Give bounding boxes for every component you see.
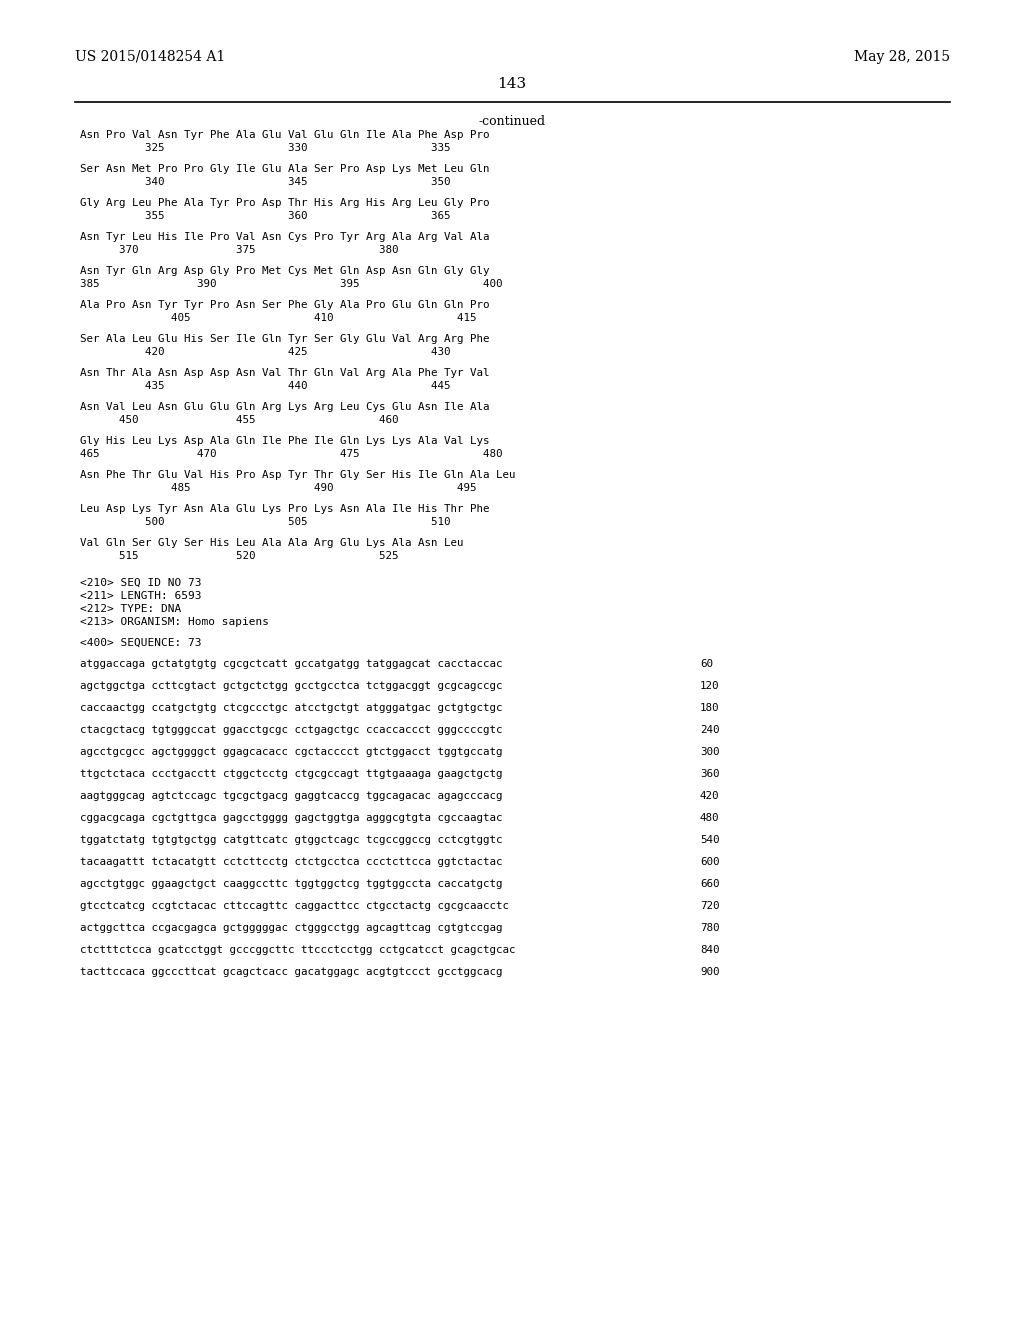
- Text: cggacgcaga cgctgttgca gagcctgggg gagctggtga agggcgtgta cgccaagtac: cggacgcaga cgctgttgca gagcctgggg gagctgg…: [80, 813, 503, 822]
- Text: Leu Asp Lys Tyr Asn Ala Glu Lys Pro Lys Asn Ala Ile His Thr Phe: Leu Asp Lys Tyr Asn Ala Glu Lys Pro Lys …: [80, 504, 489, 513]
- Text: ttgctctaca ccctgacctt ctggctcctg ctgcgccagt ttgtgaaaga gaagctgctg: ttgctctaca ccctgacctt ctggctcctg ctgcgcc…: [80, 770, 503, 779]
- Text: tacaagattt tctacatgtt cctcttcctg ctctgcctca ccctcttcca ggtctactac: tacaagattt tctacatgtt cctcttcctg ctctgcc…: [80, 857, 503, 867]
- Text: Asn Pro Val Asn Tyr Phe Ala Glu Val Glu Gln Ile Ala Phe Asp Pro: Asn Pro Val Asn Tyr Phe Ala Glu Val Glu …: [80, 129, 489, 140]
- Text: 143: 143: [498, 77, 526, 91]
- Text: Val Gln Ser Gly Ser His Leu Ala Ala Arg Glu Lys Ala Asn Leu: Val Gln Ser Gly Ser His Leu Ala Ala Arg …: [80, 539, 464, 548]
- Text: 385               390                   395                   400: 385 390 395 400: [80, 279, 503, 289]
- Text: atggaccaga gctatgtgtg cgcgctcatt gccatgatgg tatggagcat cacctaccac: atggaccaga gctatgtgtg cgcgctcatt gccatga…: [80, 659, 503, 669]
- Text: caccaactgg ccatgctgtg ctcgccctgc atcctgctgt atgggatgac gctgtgctgc: caccaactgg ccatgctgtg ctcgccctgc atcctgc…: [80, 704, 503, 713]
- Text: ctacgctacg tgtgggccat ggacctgcgc cctgagctgc ccaccaccct gggccccgtc: ctacgctacg tgtgggccat ggacctgcgc cctgagc…: [80, 725, 503, 735]
- Text: Ser Asn Met Pro Pro Gly Ile Glu Ala Ser Pro Asp Lys Met Leu Gln: Ser Asn Met Pro Pro Gly Ile Glu Ala Ser …: [80, 164, 489, 174]
- Text: agcctgcgcc agctggggct ggagcacacc cgctacccct gtctggacct tggtgccatg: agcctgcgcc agctggggct ggagcacacc cgctacc…: [80, 747, 503, 756]
- Text: agctggctga ccttcgtact gctgctctgg gcctgcctca tctggacggt gcgcagccgc: agctggctga ccttcgtact gctgctctgg gcctgcc…: [80, 681, 503, 690]
- Text: US 2015/0148254 A1: US 2015/0148254 A1: [75, 50, 225, 63]
- Text: Ala Pro Asn Tyr Tyr Pro Asn Ser Phe Gly Ala Pro Glu Gln Gln Pro: Ala Pro Asn Tyr Tyr Pro Asn Ser Phe Gly …: [80, 300, 489, 310]
- Text: Ser Ala Leu Glu His Ser Ile Gln Tyr Ser Gly Glu Val Arg Arg Phe: Ser Ala Leu Glu His Ser Ile Gln Tyr Ser …: [80, 334, 489, 345]
- Text: actggcttca ccgacgagca gctgggggac ctgggcctgg agcagttcag cgtgtccgag: actggcttca ccgacgagca gctgggggac ctgggcc…: [80, 923, 503, 933]
- Text: 180: 180: [700, 704, 720, 713]
- Text: 600: 600: [700, 857, 720, 867]
- Text: <400> SEQUENCE: 73: <400> SEQUENCE: 73: [80, 638, 202, 648]
- Text: 60: 60: [700, 659, 713, 669]
- Text: gtcctcatcg ccgtctacac cttccagttc caggacttcc ctgcctactg cgcgcaacctc: gtcctcatcg ccgtctacac cttccagttc caggact…: [80, 902, 509, 911]
- Text: aagtgggcag agtctccagc tgcgctgacg gaggtcaccg tggcagacac agagcccacg: aagtgggcag agtctccagc tgcgctgacg gaggtca…: [80, 791, 503, 801]
- Text: Asn Phe Thr Glu Val His Pro Asp Tyr Thr Gly Ser His Ile Gln Ala Leu: Asn Phe Thr Glu Val His Pro Asp Tyr Thr …: [80, 470, 515, 480]
- Text: 340                   345                   350: 340 345 350: [80, 177, 451, 187]
- Text: 405                   410                   415: 405 410 415: [80, 313, 476, 323]
- Text: 780: 780: [700, 923, 720, 933]
- Text: 300: 300: [700, 747, 720, 756]
- Text: 370               375                   380: 370 375 380: [80, 246, 398, 255]
- Text: 720: 720: [700, 902, 720, 911]
- Text: 900: 900: [700, 968, 720, 977]
- Text: 515               520                   525: 515 520 525: [80, 550, 398, 561]
- Text: <213> ORGANISM: Homo sapiens: <213> ORGANISM: Homo sapiens: [80, 616, 269, 627]
- Text: ctctttctcca gcatcctggt gcccggcttc ttccctcctgg cctgcatcct gcagctgcac: ctctttctcca gcatcctggt gcccggcttc ttccct…: [80, 945, 515, 954]
- Text: 840: 840: [700, 945, 720, 954]
- Text: Asn Tyr Leu His Ile Pro Val Asn Cys Pro Tyr Arg Ala Arg Val Ala: Asn Tyr Leu His Ile Pro Val Asn Cys Pro …: [80, 232, 489, 242]
- Text: 240: 240: [700, 725, 720, 735]
- Text: tacttccaca ggcccttcat gcagctcacc gacatggagc acgtgtccct gcctggcacg: tacttccaca ggcccttcat gcagctcacc gacatgg…: [80, 968, 503, 977]
- Text: tggatctatg tgtgtgctgg catgttcatc gtggctcagc tcgccggccg cctcgtggtc: tggatctatg tgtgtgctgg catgttcatc gtggctc…: [80, 836, 503, 845]
- Text: Asn Tyr Gln Arg Asp Gly Pro Met Cys Met Gln Asp Asn Gln Gly Gly: Asn Tyr Gln Arg Asp Gly Pro Met Cys Met …: [80, 267, 489, 276]
- Text: 435                   440                   445: 435 440 445: [80, 381, 451, 391]
- Text: Asn Val Leu Asn Glu Glu Gln Arg Lys Arg Leu Cys Glu Asn Ile Ala: Asn Val Leu Asn Glu Glu Gln Arg Lys Arg …: [80, 403, 489, 412]
- Text: 465               470                   475                   480: 465 470 475 480: [80, 449, 503, 459]
- Text: 325                   330                   335: 325 330 335: [80, 143, 451, 153]
- Text: 360: 360: [700, 770, 720, 779]
- Text: 120: 120: [700, 681, 720, 690]
- Text: agcctgtggc ggaagctgct caaggccttc tggtggctcg tggtggccta caccatgctg: agcctgtggc ggaagctgct caaggccttc tggtggc…: [80, 879, 503, 888]
- Text: 500                   505                   510: 500 505 510: [80, 517, 451, 527]
- Text: 540: 540: [700, 836, 720, 845]
- Text: 355                   360                   365: 355 360 365: [80, 211, 451, 220]
- Text: 450               455                   460: 450 455 460: [80, 414, 398, 425]
- Text: Gly Arg Leu Phe Ala Tyr Pro Asp Thr His Arg His Arg Leu Gly Pro: Gly Arg Leu Phe Ala Tyr Pro Asp Thr His …: [80, 198, 489, 209]
- Text: Gly His Leu Lys Asp Ala Gln Ile Phe Ile Gln Lys Lys Ala Val Lys: Gly His Leu Lys Asp Ala Gln Ile Phe Ile …: [80, 436, 489, 446]
- Text: Asn Thr Ala Asn Asp Asp Asn Val Thr Gln Val Arg Ala Phe Tyr Val: Asn Thr Ala Asn Asp Asp Asn Val Thr Gln …: [80, 368, 489, 378]
- Text: May 28, 2015: May 28, 2015: [854, 50, 950, 63]
- Text: 480: 480: [700, 813, 720, 822]
- Text: <211> LENGTH: 6593: <211> LENGTH: 6593: [80, 591, 202, 601]
- Text: 420: 420: [700, 791, 720, 801]
- Text: <210> SEQ ID NO 73: <210> SEQ ID NO 73: [80, 578, 202, 587]
- Text: -continued: -continued: [478, 115, 546, 128]
- Text: 660: 660: [700, 879, 720, 888]
- Text: <212> TYPE: DNA: <212> TYPE: DNA: [80, 605, 181, 614]
- Text: 485                   490                   495: 485 490 495: [80, 483, 476, 492]
- Text: 420                   425                   430: 420 425 430: [80, 347, 451, 356]
